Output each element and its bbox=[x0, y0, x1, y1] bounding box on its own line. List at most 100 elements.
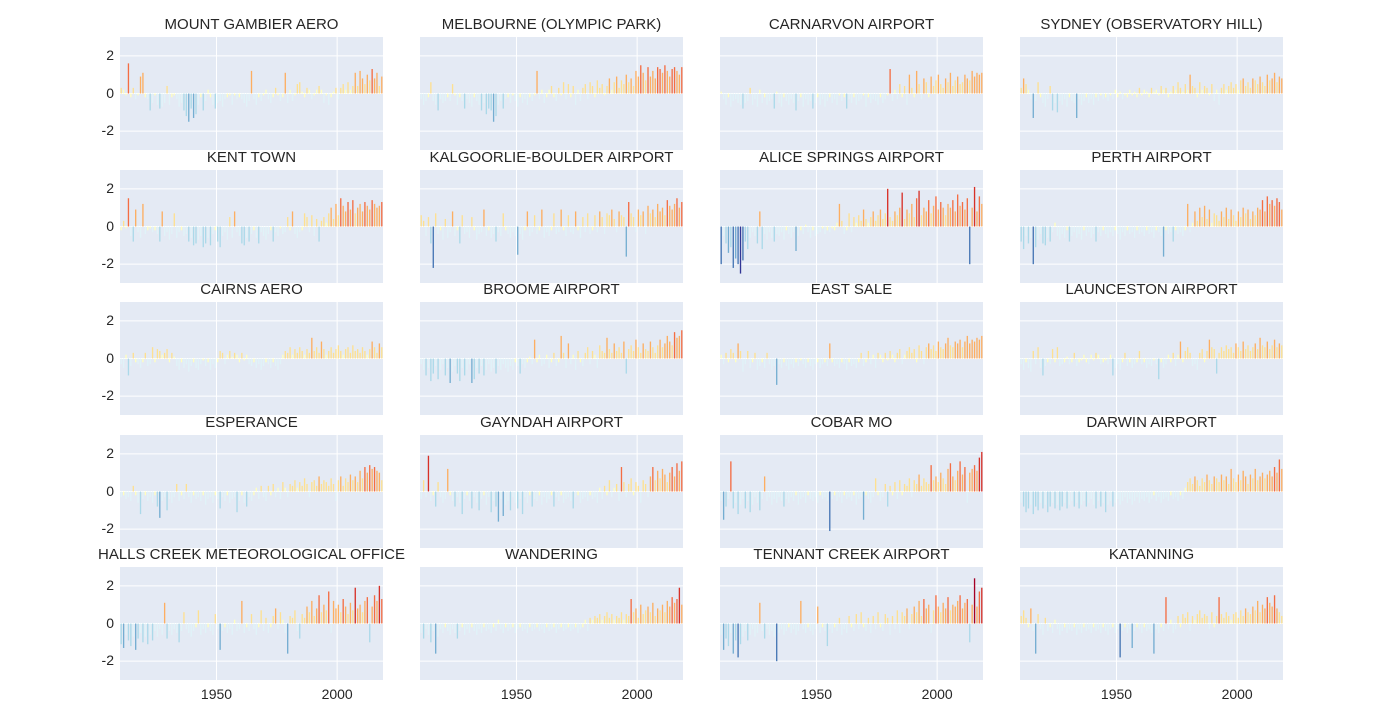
bar bbox=[258, 358, 260, 365]
bar bbox=[142, 491, 144, 500]
bar bbox=[923, 599, 925, 624]
bar bbox=[1035, 358, 1037, 365]
bar bbox=[521, 491, 524, 515]
bar bbox=[490, 226, 492, 238]
bar bbox=[1213, 349, 1215, 359]
y-tick-label: -2 bbox=[101, 520, 114, 537]
bar bbox=[1158, 491, 1160, 498]
bar bbox=[217, 491, 219, 500]
bar bbox=[287, 491, 289, 498]
bar bbox=[538, 491, 541, 496]
bar bbox=[884, 352, 886, 359]
bar bbox=[584, 352, 586, 359]
bar bbox=[422, 93, 425, 105]
bar bbox=[538, 623, 541, 632]
bar bbox=[330, 347, 332, 359]
bar bbox=[246, 226, 248, 238]
bar bbox=[553, 623, 555, 628]
bar bbox=[248, 623, 250, 632]
bar bbox=[1273, 595, 1276, 624]
bar bbox=[1244, 85, 1247, 94]
bar bbox=[778, 623, 780, 633]
bar bbox=[788, 491, 790, 503]
bar bbox=[253, 93, 255, 100]
bar bbox=[274, 491, 277, 498]
bar bbox=[318, 476, 320, 492]
x-tick-label: 2000 bbox=[321, 686, 353, 702]
bar bbox=[925, 82, 927, 94]
bar bbox=[727, 93, 730, 98]
bar bbox=[973, 465, 976, 492]
bar bbox=[451, 623, 454, 630]
bar bbox=[543, 226, 545, 238]
bar bbox=[488, 93, 490, 109]
bar bbox=[371, 69, 373, 94]
bar bbox=[1187, 612, 1189, 624]
bar bbox=[359, 352, 361, 359]
bar bbox=[846, 623, 848, 633]
bar bbox=[142, 203, 144, 227]
bar bbox=[1225, 476, 1227, 492]
bar bbox=[920, 93, 923, 100]
bar bbox=[676, 463, 678, 492]
bar bbox=[1235, 612, 1237, 624]
bar bbox=[303, 617, 306, 624]
bar bbox=[1247, 483, 1249, 492]
subplot-title: ALICE SPRINGS AIRPORT bbox=[759, 149, 944, 166]
bar bbox=[125, 623, 127, 635]
bar bbox=[120, 623, 122, 645]
bar bbox=[378, 343, 381, 359]
bar bbox=[291, 211, 294, 227]
bar bbox=[971, 468, 973, 492]
bar bbox=[357, 207, 359, 227]
bar bbox=[1179, 87, 1182, 94]
bar bbox=[289, 226, 291, 231]
bar bbox=[478, 358, 480, 374]
subplot-title: KALGOORLIE-BOULDER AIRPORT bbox=[429, 149, 674, 166]
bar bbox=[468, 226, 471, 238]
bar bbox=[156, 623, 159, 637]
bar bbox=[814, 93, 816, 103]
bar bbox=[976, 211, 978, 227]
bar bbox=[490, 491, 492, 513]
bar bbox=[1281, 468, 1283, 492]
bar bbox=[500, 358, 502, 370]
bar bbox=[928, 93, 930, 98]
bar bbox=[296, 623, 299, 632]
bar bbox=[594, 215, 596, 227]
bar bbox=[867, 93, 870, 98]
subplot-axes bbox=[1020, 302, 1283, 415]
bar bbox=[730, 349, 732, 359]
bar bbox=[1269, 80, 1271, 94]
bar bbox=[930, 213, 932, 227]
bar bbox=[587, 491, 589, 501]
bar bbox=[137, 358, 139, 365]
bar bbox=[209, 491, 212, 498]
bar bbox=[681, 67, 683, 94]
bar bbox=[735, 491, 737, 503]
subplot-axes bbox=[420, 567, 683, 680]
bar bbox=[809, 491, 812, 500]
bar bbox=[747, 623, 749, 641]
bar bbox=[354, 350, 356, 359]
bar bbox=[940, 472, 942, 492]
bar bbox=[1155, 358, 1157, 365]
bar bbox=[1230, 619, 1232, 624]
bar bbox=[1138, 491, 1141, 503]
bar bbox=[476, 93, 478, 102]
bar bbox=[620, 467, 623, 492]
bar bbox=[492, 226, 495, 235]
bar bbox=[1032, 93, 1034, 118]
bar bbox=[461, 215, 463, 227]
bar bbox=[759, 602, 761, 624]
bar bbox=[565, 93, 567, 100]
bar bbox=[913, 349, 915, 359]
bar bbox=[923, 478, 925, 492]
bar bbox=[308, 612, 311, 624]
bar bbox=[1249, 614, 1252, 624]
bar bbox=[335, 349, 337, 359]
bar bbox=[1097, 623, 1100, 630]
bar bbox=[349, 89, 352, 94]
bar bbox=[1150, 623, 1153, 633]
bar bbox=[1208, 209, 1211, 227]
